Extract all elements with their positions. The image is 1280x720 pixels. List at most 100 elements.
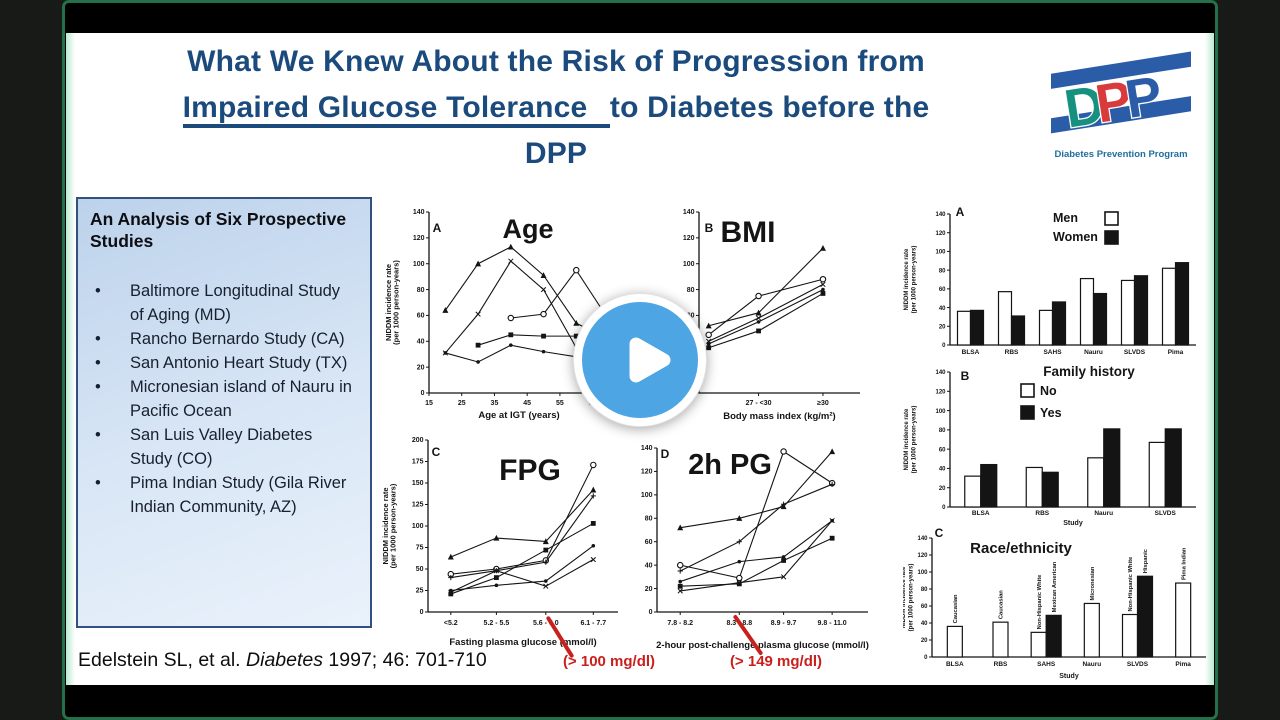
play-button[interactable]	[582, 302, 698, 418]
svg-text:SLVDS: SLVDS	[1124, 349, 1146, 356]
svg-text:75: 75	[416, 545, 424, 552]
svg-text:20: 20	[417, 364, 425, 371]
svg-text:50: 50	[416, 566, 424, 573]
svg-text:FPG: FPG	[499, 454, 561, 487]
bullet-glyph: •	[95, 354, 101, 372]
svg-text:NIDDM incidence rate: NIDDM incidence rate	[381, 487, 390, 564]
svg-text:5.2 - 5.5: 5.2 - 5.5	[484, 620, 510, 627]
svg-text:2-hour post-challenge plasma g: 2-hour post-challenge plasma glucose (mm…	[656, 640, 869, 651]
svg-text:NIDDM incidence rate: NIDDM incidence rate	[904, 408, 910, 470]
svg-text:Mexican American: Mexican American	[1052, 561, 1058, 612]
2hpg-threshold-annotation: (> 149 mg/dl)	[729, 653, 823, 670]
svg-text:20: 20	[921, 638, 928, 644]
svg-text:Fasting plasma glucose (mmol/l: Fasting plasma glucose (mmol/l)	[449, 637, 596, 648]
logo-stripe-top	[1051, 51, 1191, 91]
svg-text:Yes: Yes	[1040, 406, 1062, 420]
logo-stripe-bottom	[1051, 94, 1191, 134]
svg-text:120: 120	[917, 553, 928, 559]
title-line-3: DPP	[524, 137, 588, 170]
svg-text:80: 80	[939, 428, 946, 434]
svg-text:25: 25	[416, 588, 424, 595]
svg-text:80: 80	[417, 287, 425, 294]
svg-text:140: 140	[935, 212, 946, 218]
chart-family-history-bars: 0 20 40 60 80 100 120 140 NIDDM incidence rate (p…	[904, 364, 1196, 527]
study-list-item: • Micronesian island of Nauru in Pacific …	[90, 375, 358, 423]
svg-text:A: A	[433, 221, 442, 235]
svg-text:120: 120	[935, 389, 946, 395]
svg-text:20: 20	[939, 486, 946, 492]
video-play-overlay[interactable]	[573, 293, 707, 427]
bullet-glyph: •	[95, 282, 101, 300]
svg-text:BLSA: BLSA	[972, 510, 990, 517]
svg-text:Caucasian: Caucasian	[999, 590, 1005, 619]
svg-text:140: 140	[935, 370, 946, 376]
svg-text:Age at IGT (years): Age at IGT (years)	[478, 410, 559, 421]
six-studies-heading: An Analysis of Six Prospective Studies	[90, 209, 347, 251]
svg-text:0: 0	[924, 655, 928, 661]
svg-text:SLVDS: SLVDS	[1155, 510, 1177, 517]
svg-text:Family history: Family history	[1043, 364, 1135, 379]
svg-text:(per 1000 person-years): (per 1000 person-years)	[912, 406, 918, 474]
play-icon	[629, 337, 670, 383]
slide-edge-left	[66, 33, 75, 685]
svg-text:200: 200	[412, 437, 424, 444]
svg-text:40: 40	[921, 621, 928, 627]
svg-text:0: 0	[942, 343, 946, 349]
svg-text:35: 35	[491, 400, 499, 407]
svg-text:B: B	[705, 221, 714, 235]
svg-text:25: 25	[458, 400, 466, 407]
svg-text:0: 0	[421, 390, 425, 397]
svg-text:Study: Study	[1063, 520, 1083, 527]
bullet-glyph: •	[95, 330, 101, 348]
svg-text:125: 125	[412, 502, 424, 509]
svg-text:Age: Age	[502, 214, 553, 244]
svg-text:SLVDS: SLVDS	[1127, 661, 1149, 668]
citation: Edelstein SL, et al. Diabetes 1997; 46: …	[78, 649, 487, 672]
svg-text:Body mass index (kg/m²): Body mass index (kg/m²)	[723, 411, 835, 422]
svg-text:(per 1000 person-years): (per 1000 person-years)	[392, 260, 401, 345]
svg-text:7.8 - 8.2: 7.8 - 8.2	[667, 620, 693, 627]
svg-text:BLSA: BLSA	[946, 661, 964, 668]
svg-text:B: B	[961, 369, 970, 383]
title-line-2-rest: to Diabetes before the	[609, 91, 930, 124]
svg-text:120: 120	[683, 235, 695, 242]
bullet-glyph: •	[95, 474, 101, 492]
chart-fpg-line: 0 25 50 75 100 125 150 175 200 NIDDM incidence ra…	[381, 437, 618, 648]
svg-text:(per 1000 person-years): (per 1000 person-years)	[389, 483, 398, 568]
svg-text:27 - <30: 27 - <30	[746, 400, 772, 407]
svg-text:RBS: RBS	[994, 661, 1008, 668]
svg-text:140: 140	[641, 445, 653, 452]
svg-text:80: 80	[687, 287, 695, 294]
bullet-glyph: •	[95, 378, 101, 396]
svg-text:80: 80	[921, 587, 928, 593]
svg-text:120: 120	[935, 231, 946, 237]
svg-text:80: 80	[645, 515, 653, 522]
svg-text:≥30: ≥30	[817, 400, 829, 407]
six-studies-box: An Analysis of Six Prospective Studies •…	[76, 197, 372, 628]
slide-edge-right	[1205, 33, 1214, 685]
svg-text:Nauru: Nauru	[1094, 510, 1113, 517]
dpp-logo-graphic: DPP	[1051, 51, 1191, 141]
svg-text:(per 1000 person-years): (per 1000 person-years)	[909, 564, 915, 632]
study-list-item: • San Luis Valley Diabetes Study (CO)	[90, 423, 358, 471]
logo-caption: Diabetes Prevention Program	[1054, 149, 1188, 160]
study-name: San Antonio Heart Study (TX)	[130, 354, 348, 372]
svg-text:20: 20	[939, 324, 946, 330]
title-line-1: What We Knew About the Risk of Progressi…	[187, 45, 925, 78]
svg-text:RBS: RBS	[1035, 510, 1049, 517]
svg-text:BMI: BMI	[721, 216, 776, 249]
svg-text:Caucasian: Caucasian	[953, 594, 959, 623]
svg-text:0: 0	[942, 505, 946, 511]
study-list-item: • Pima Indian Study (Gila River Indian Co…	[90, 471, 358, 519]
svg-text:60: 60	[921, 604, 928, 610]
fpg-threshold-annotation: (> 100 mg/dl)	[562, 653, 656, 670]
svg-text:(per 1000 person-years): (per 1000 person-years)	[912, 246, 918, 314]
svg-text:100: 100	[641, 492, 653, 499]
svg-text:140: 140	[413, 209, 425, 216]
six-studies-list: • Baltimore Longitudinal Study of Aging (…	[90, 279, 358, 519]
svg-text:Pima: Pima	[1168, 349, 1184, 356]
study-name: Pima Indian Study (Gila River Indian Com…	[130, 474, 347, 516]
citation-prefix: Edelstein SL, et al.	[78, 649, 247, 671]
study-name: San Luis Valley Diabetes Study (CO)	[130, 426, 313, 468]
study-list-item: • Rancho Bernardo Study (CA)	[90, 327, 358, 351]
